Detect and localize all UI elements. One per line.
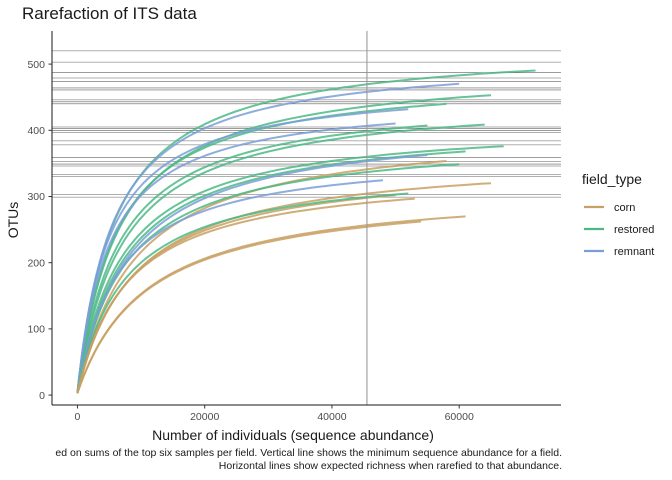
y-tick-label: 0 bbox=[39, 390, 45, 402]
y-tick-label: 400 bbox=[27, 125, 45, 137]
curve-remnant-6 bbox=[76, 122, 396, 394]
y-tick-label: 200 bbox=[27, 257, 45, 269]
x-tick-label: 60000 bbox=[445, 411, 474, 423]
caption-line-2: Horizontal lines show expected richness … bbox=[218, 460, 562, 472]
curve-remnant-15 bbox=[76, 179, 383, 394]
y-axis-title: OTUs bbox=[5, 202, 21, 239]
legend-label-remnant: remnant bbox=[614, 246, 654, 258]
horizontal-reference-lines bbox=[52, 50, 561, 198]
curve-restored-7 bbox=[76, 123, 485, 394]
caption-line-1: ed on sums of the top six samples per fi… bbox=[55, 447, 562, 459]
legend-label-corn: corn bbox=[614, 202, 635, 214]
curve-corn-14 bbox=[76, 194, 396, 394]
x-tick-label: 40000 bbox=[317, 411, 346, 423]
y-tick-label: 500 bbox=[27, 59, 45, 71]
x-axis-ticks: 0 20000 40000 60000 bbox=[75, 405, 474, 423]
x-tick-label: 20000 bbox=[190, 411, 219, 423]
rarefaction-curves bbox=[76, 69, 536, 394]
legend-title: field_type bbox=[582, 171, 642, 187]
legend-label-restored: restored bbox=[614, 224, 654, 236]
curve-restored-16 bbox=[76, 192, 409, 394]
curve-remnant-4 bbox=[76, 108, 409, 394]
legend: field_type corn restored remnant bbox=[582, 171, 654, 258]
curve-corn-19 bbox=[76, 220, 422, 394]
x-axis-title: Number of individuals (sequence abundanc… bbox=[152, 427, 434, 443]
curve-corn-17 bbox=[76, 197, 415, 394]
curve-restored-12 bbox=[76, 163, 460, 394]
y-tick-label: 100 bbox=[27, 324, 45, 336]
y-tick-label: 300 bbox=[27, 191, 45, 203]
y-axis-ticks: 0 100 200 300 400 500 bbox=[27, 59, 52, 402]
chart-title: Rarefaction of ITS data bbox=[22, 4, 197, 23]
x-tick-label: 0 bbox=[75, 411, 81, 423]
